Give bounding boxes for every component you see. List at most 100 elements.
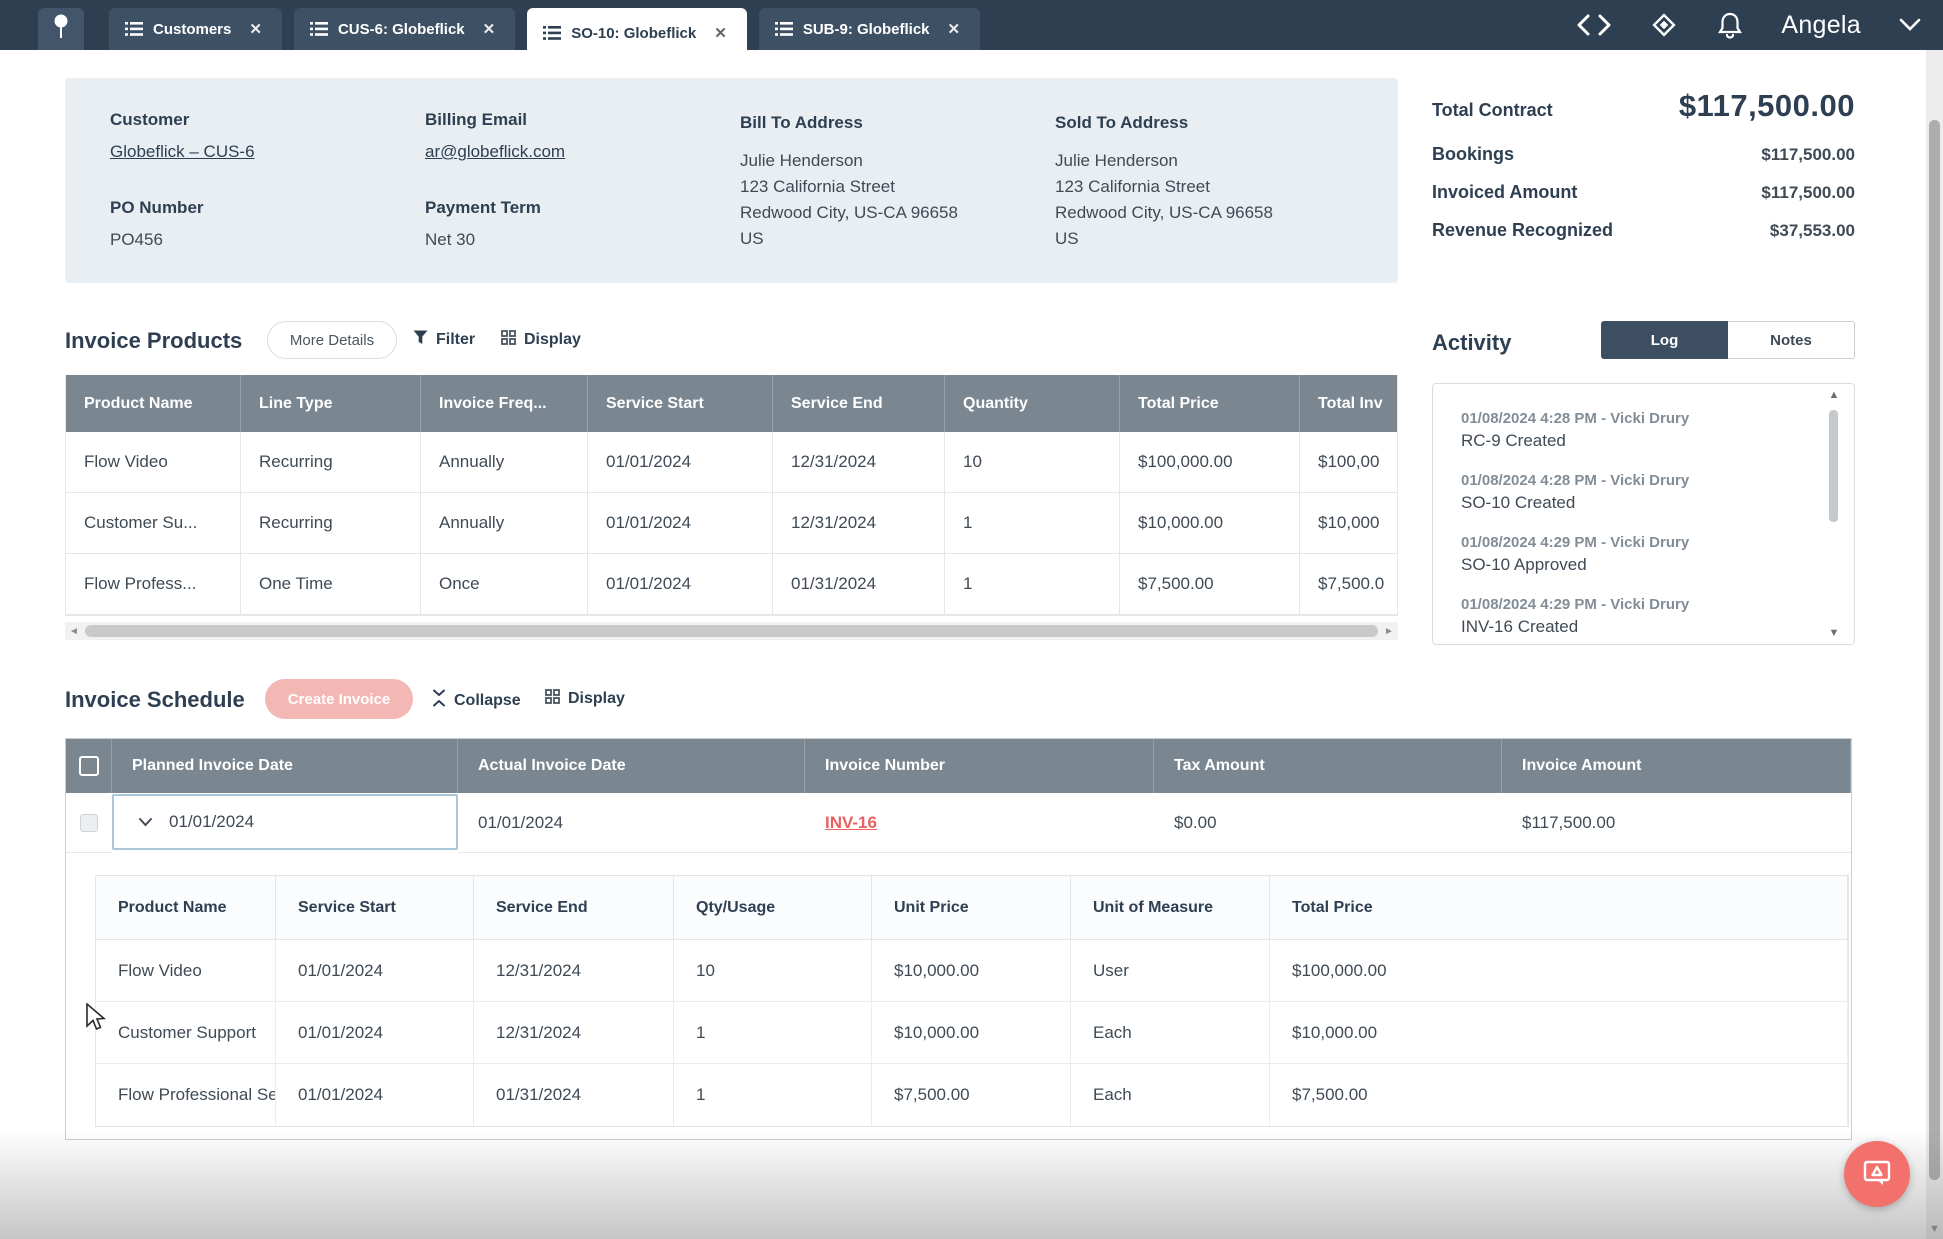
chevron-down-icon — [138, 812, 153, 832]
schedule-line-items-table: Product Name Service Start Service End Q… — [95, 875, 1849, 1127]
support-chat-button[interactable] — [1844, 1141, 1910, 1207]
cell-service-start: 01/01/2024 — [588, 432, 773, 493]
activity-text: RC-9 Created — [1461, 431, 1566, 450]
column-header[interactable]: Service Start — [588, 375, 773, 432]
activity-scrollbar[interactable]: ▲ ▼ — [1826, 388, 1842, 640]
tab-cus-6[interactable]: CUS-6: Globeflick ✕ — [293, 8, 516, 50]
cell-service-start: 01/01/2024 — [588, 554, 773, 615]
scroll-right-icon[interactable]: ► — [1384, 625, 1394, 637]
close-icon[interactable]: ✕ — [249, 21, 262, 38]
chevron-down-icon[interactable] — [1899, 18, 1921, 32]
cell-product-name: Customer Support — [96, 1002, 276, 1064]
cell-product-name: Flow Video — [96, 940, 276, 1002]
tab-log[interactable]: Log — [1601, 321, 1728, 359]
invoice-number-link[interactable]: INV-16 — [825, 812, 877, 832]
table-row[interactable]: Flow Profess... One Time Once 01/01/2024… — [66, 554, 1397, 615]
code-icon[interactable] — [1577, 14, 1611, 36]
actual-date-cell: 01/01/2024 — [458, 793, 805, 853]
schedule-display-button[interactable]: Display — [545, 689, 625, 709]
scroll-up-icon[interactable]: ▲ — [1828, 389, 1840, 401]
tab-sub-9[interactable]: SUB-9: Globeflick ✕ — [758, 8, 981, 50]
grid-display-icon — [501, 330, 516, 350]
schedule-row[interactable]: 01/01/2024 01/01/2024 INV-16 $0.00 $117,… — [66, 793, 1851, 853]
summary-label: Revenue Recognized — [1432, 220, 1614, 240]
cell-line-type: Recurring — [241, 493, 421, 554]
scrollbar-thumb[interactable] — [85, 625, 1378, 637]
cell-total-invoiced: $7,500.0 — [1300, 554, 1397, 615]
column-header[interactable]: Line Type — [241, 375, 421, 432]
table-row[interactable]: Customer Support 01/01/2024 12/31/2024 1… — [96, 1002, 1848, 1064]
po-number-value: PO456 — [110, 230, 163, 249]
filter-button[interactable]: Filter — [413, 330, 475, 350]
field-billing-email: Billing Email ar@globeflick.com — [425, 110, 565, 162]
field-label: Customer — [110, 110, 190, 129]
scrollbar-thumb[interactable] — [1929, 120, 1940, 1180]
column-header[interactable]: Tax Amount — [1154, 739, 1502, 793]
cell-unit-price: $7,500.00 — [872, 1064, 1071, 1126]
column-header[interactable]: Invoice Freq... — [421, 375, 588, 432]
column-header[interactable]: Invoice Amount — [1502, 739, 1851, 793]
scrollbar-thumb[interactable] — [1829, 410, 1838, 522]
table-row[interactable]: Customer Su... Recurring Annually 01/01/… — [66, 493, 1397, 554]
invoice-products-title: Invoice Products — [65, 328, 243, 353]
collapse-button[interactable]: Collapse — [432, 689, 521, 712]
address-line: Redwood City, US-CA 96658 — [1055, 203, 1273, 222]
column-header[interactable]: Qty/Usage — [674, 876, 872, 940]
table-row[interactable]: Flow Video Recurring Annually 01/01/2024… — [66, 432, 1397, 493]
column-header[interactable]: Unit Price — [872, 876, 1071, 940]
display-label: Display — [568, 690, 625, 707]
cell-total-price: $7,500.00 — [1120, 554, 1300, 615]
deploy-diamond-icon[interactable] — [1649, 10, 1679, 40]
billing-email-link[interactable]: ar@globeflick.com — [425, 142, 566, 161]
close-icon[interactable]: ✕ — [714, 25, 727, 42]
activity-log-list[interactable]: 01/08/2024 4:28 PM - Vicki Drury RC-9 Cr… — [1432, 383, 1855, 645]
create-invoice-button[interactable]: Create Invoice — [265, 679, 413, 719]
scroll-down-icon[interactable]: ▼ — [1929, 1223, 1940, 1235]
more-details-button[interactable]: More Details — [267, 321, 397, 359]
scroll-left-icon[interactable]: ◄ — [69, 625, 79, 637]
column-header[interactable]: Planned Invoice Date — [112, 739, 458, 793]
tab-label: SUB-9: Globeflick — [802, 20, 930, 38]
close-icon[interactable]: ✕ — [947, 21, 961, 38]
tax-amount-cell: $0.00 — [1154, 793, 1502, 853]
horizontal-scrollbar[interactable]: ◄ ► — [65, 622, 1398, 640]
cell-service-end: 01/31/2024 — [773, 554, 945, 615]
tab-so-10-active[interactable]: SO-10: Globeflick ✕ — [527, 8, 747, 58]
table-row[interactable]: Flow Professional Se... 01/01/2024 01/31… — [96, 1064, 1848, 1126]
invoice-amount-cell: $117,500.00 — [1502, 793, 1851, 853]
column-header[interactable]: Total Price — [1120, 375, 1300, 432]
tab-customers[interactable]: Customers ✕ — [109, 8, 282, 50]
tab-notes[interactable]: Notes — [1728, 321, 1855, 359]
row-checkbox[interactable] — [80, 813, 98, 832]
cell-product-name: Flow Video — [66, 432, 241, 493]
column-header[interactable]: Product Name — [66, 375, 241, 432]
column-header[interactable]: Service End — [773, 375, 945, 432]
tab-label: Customers — [153, 20, 232, 38]
user-name[interactable]: Angela — [1781, 10, 1861, 39]
customer-link[interactable]: Globeflick – CUS-6 — [110, 142, 255, 161]
select-all-checkbox[interactable] — [78, 756, 99, 776]
cell-unit-of-measure: Each — [1071, 1002, 1270, 1064]
planned-date-dropdown[interactable]: 01/01/2024 — [112, 794, 458, 850]
scroll-down-icon[interactable]: ▼ — [1828, 627, 1840, 639]
summary-row-revenue: Revenue Recognized $37,553.00 — [1432, 220, 1855, 241]
table-row[interactable]: Flow Video 01/01/2024 12/31/2024 10 $10,… — [96, 940, 1848, 1002]
column-header[interactable]: Total Inv — [1300, 375, 1397, 432]
filter-label: Filter — [436, 331, 476, 348]
pin-button[interactable] — [38, 8, 84, 50]
column-header[interactable]: Actual Invoice Date — [458, 739, 805, 793]
column-header[interactable]: Product Name — [96, 876, 276, 940]
column-header[interactable]: Total Price — [1270, 876, 1848, 940]
activity-text: SO-10 Created — [1461, 493, 1576, 512]
column-header[interactable]: Invoice Number — [805, 739, 1154, 793]
column-header[interactable]: Service End — [474, 876, 674, 940]
display-button[interactable]: Display — [501, 330, 581, 350]
column-header[interactable]: Quantity — [945, 375, 1120, 432]
cell-invoice-freq: Annually — [421, 493, 588, 554]
column-header[interactable]: Unit of Measure — [1071, 876, 1270, 940]
page-scrollbar[interactable]: ▼ — [1926, 50, 1943, 1239]
close-icon[interactable]: ✕ — [482, 21, 496, 38]
column-header[interactable]: Service Start — [276, 876, 474, 940]
bell-icon[interactable] — [1717, 11, 1743, 39]
field-label: Bill To Address — [740, 113, 863, 132]
